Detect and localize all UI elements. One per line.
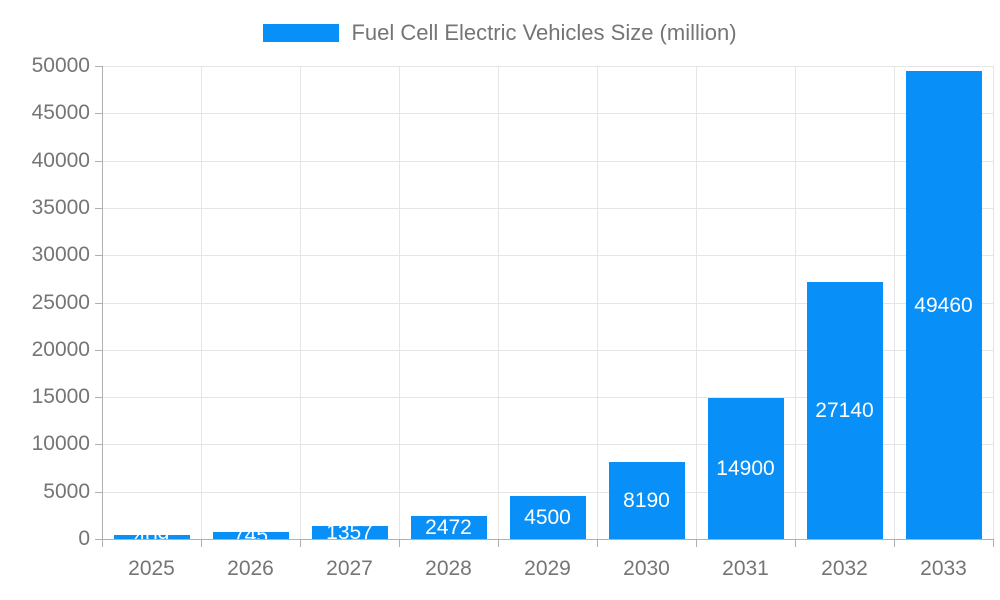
y-tick-label: 10000 <box>31 432 90 456</box>
x-gridline <box>993 66 994 539</box>
y-tick-mark <box>95 397 102 399</box>
x-tick-label: 2025 <box>128 557 175 580</box>
y-gridline <box>102 397 993 399</box>
y-tick-mark <box>95 539 102 540</box>
y-tick-label: 50000 <box>31 54 90 77</box>
legend-label: Fuel Cell Electric Vehicles Size (millio… <box>351 20 737 45</box>
bar-value-label: 1357 <box>326 526 373 539</box>
legend[interactable]: Fuel Cell Electric Vehicles Size (millio… <box>0 20 1000 46</box>
y-tick-label: 5000 <box>43 479 90 503</box>
y-tick-mark <box>95 444 102 446</box>
y-tick-label: 25000 <box>31 290 90 314</box>
y-gridline <box>102 302 993 304</box>
y-tick-label: 15000 <box>31 385 90 409</box>
y-gridline <box>102 349 993 351</box>
y-gridline <box>102 66 993 67</box>
y-gridline <box>102 444 993 446</box>
y-tick-label: 35000 <box>31 195 90 219</box>
x-tick-label: 2033 <box>920 557 967 580</box>
y-gridline <box>102 207 993 209</box>
bar[interactable]: 8190 <box>608 461 685 539</box>
x-tick-mark <box>894 539 895 547</box>
x-tick-mark <box>102 539 103 547</box>
y-gridline <box>102 491 993 493</box>
x-tick-label: 2027 <box>326 557 373 580</box>
y-gridline <box>102 160 993 162</box>
legend-swatch <box>263 24 340 42</box>
x-gridline <box>300 66 301 539</box>
x-gridline <box>399 66 400 539</box>
x-tick-mark <box>597 539 598 547</box>
bar[interactable]: 2472 <box>410 515 487 539</box>
y-tick-label: 45000 <box>31 101 90 125</box>
x-tick-label: 2026 <box>227 557 274 580</box>
x-gridline <box>795 66 796 539</box>
y-gridline <box>102 539 993 540</box>
y-axis-line <box>102 66 103 539</box>
x-gridline <box>696 66 697 539</box>
y-tick-label: 20000 <box>31 337 90 361</box>
y-tick-mark <box>95 255 102 257</box>
bar-value-label: 745 <box>233 532 268 539</box>
bar[interactable]: 27140 <box>806 282 883 539</box>
x-tick-mark <box>201 539 202 547</box>
y-tick-mark <box>95 349 102 351</box>
x-tick-mark <box>300 539 301 547</box>
x-tick-mark <box>696 539 697 547</box>
y-tick-mark <box>95 207 102 209</box>
x-tick-mark <box>498 539 499 547</box>
y-tick-label: 40000 <box>31 148 90 172</box>
x-gridline <box>894 66 895 539</box>
bar[interactable]: 14900 <box>707 398 784 539</box>
bar-value-label: 409 <box>134 535 169 539</box>
x-tick-label: 2028 <box>425 557 472 580</box>
y-tick-label: 30000 <box>31 243 90 267</box>
y-gridline <box>102 255 993 257</box>
y-tick-mark <box>95 491 102 493</box>
x-tick-label: 2031 <box>722 557 769 580</box>
bar[interactable]: 1357 <box>311 526 388 539</box>
x-tick-label: 2032 <box>821 557 868 580</box>
bar-value-label: 14900 <box>716 457 775 480</box>
x-tick-mark <box>795 539 796 547</box>
x-tick-mark <box>993 539 994 547</box>
x-tick-label: 2030 <box>623 557 670 580</box>
bar[interactable]: 409 <box>113 535 190 539</box>
bar[interactable]: 4500 <box>509 496 586 539</box>
x-tick-label: 2029 <box>524 557 571 580</box>
y-tick-mark <box>95 160 102 162</box>
y-tick-label: 0 <box>78 527 90 550</box>
bar-value-label: 2472 <box>425 515 472 539</box>
y-tick-mark <box>95 302 102 304</box>
y-tick-mark <box>95 113 102 115</box>
bar[interactable]: 745 <box>212 531 289 539</box>
bar-value-label: 8190 <box>623 488 670 512</box>
x-gridline <box>201 66 202 539</box>
bar-value-label: 4500 <box>524 506 571 530</box>
y-gridline <box>102 113 993 115</box>
x-gridline <box>597 66 598 539</box>
x-gridline <box>498 66 499 539</box>
bar-value-label: 27140 <box>815 399 874 423</box>
bar[interactable]: 49460 <box>905 71 982 539</box>
y-tick-mark <box>95 66 102 67</box>
x-tick-mark <box>399 539 400 547</box>
bar-value-label: 49460 <box>914 293 973 317</box>
